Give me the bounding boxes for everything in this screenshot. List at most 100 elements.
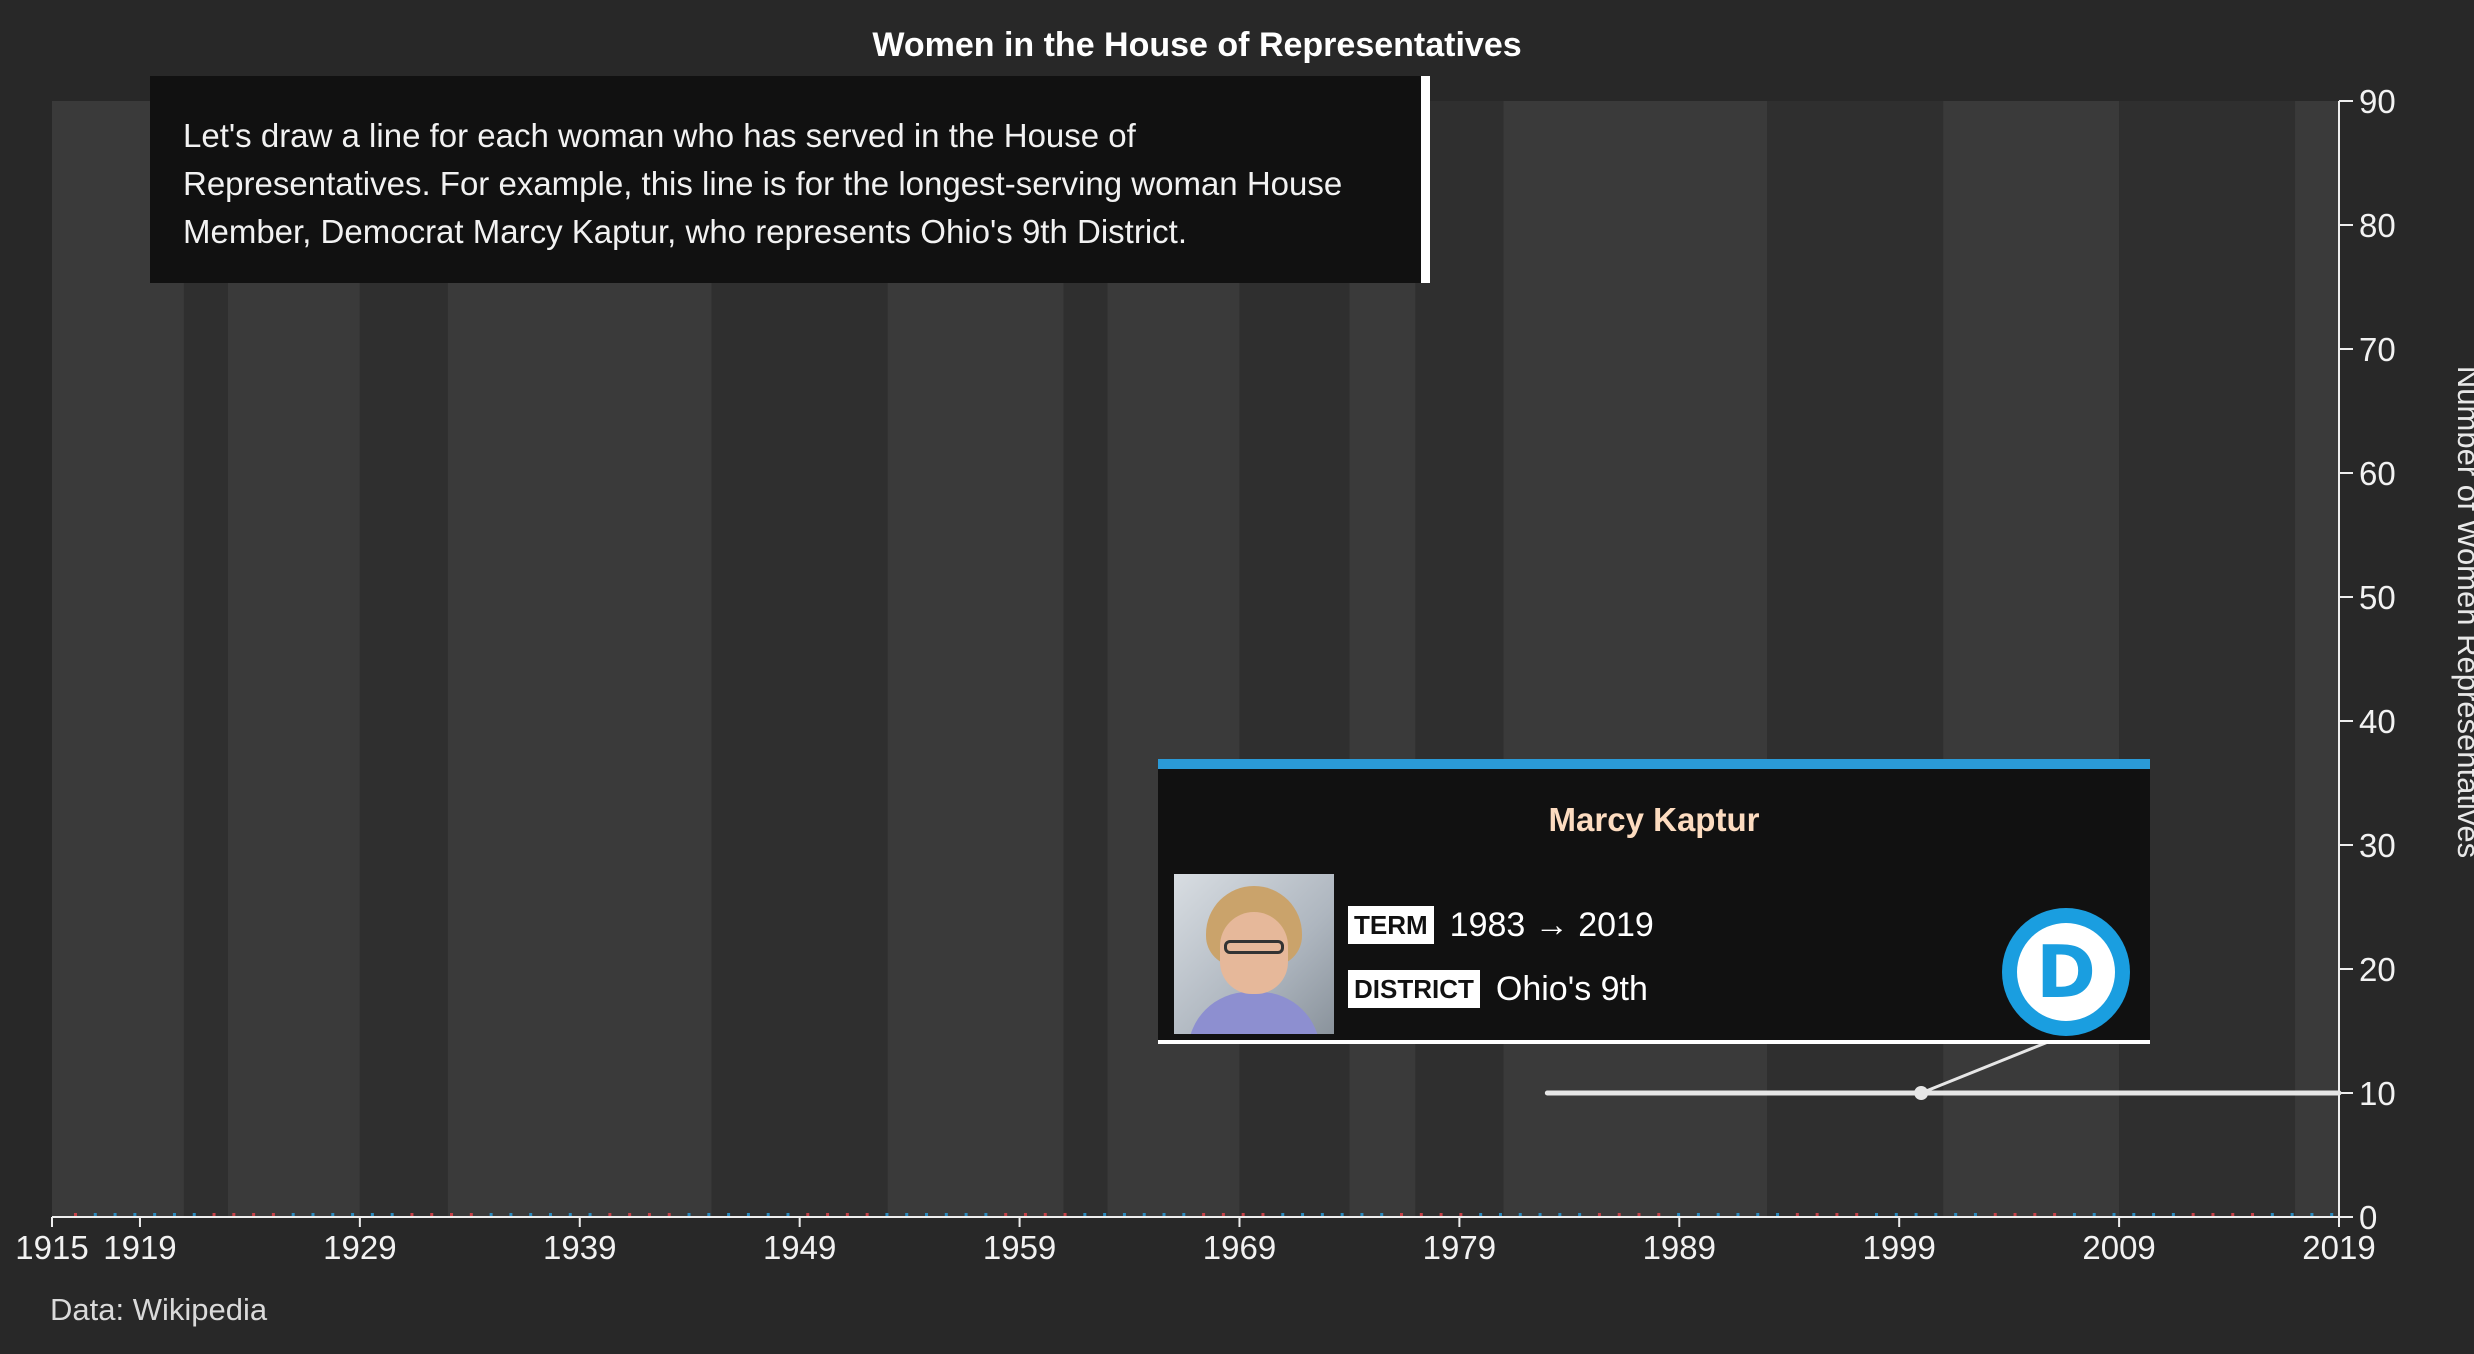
baseline-mark [1776,1213,1780,1217]
term-value: 1983 → 2019 [1449,905,1654,944]
baseline-mark [113,1213,117,1217]
baseline-mark [529,1213,533,1217]
y-tick-label: 20 [2359,951,2396,988]
x-tick-label: 1979 [1423,1229,1496,1266]
x-tick-label: 1929 [323,1229,396,1266]
y-tick-label: 40 [2359,703,2396,740]
y-tick-label: 80 [2359,207,2396,244]
baseline-mark [1696,1213,1700,1217]
tooltip-member-name: Marcy Kaptur [1548,801,1760,838]
baseline-mark [707,1213,711,1217]
x-axis: 1915 1919 1929 1939 1949 1959 1969 1979 1989 1999… [15,1216,2376,1266]
baseline-mark [1400,1213,1404,1217]
x-tick-label: 1939 [543,1229,616,1266]
baseline-mark [1736,1213,1740,1217]
chart-title: Women in the House of Representatives [872,26,1522,64]
baseline-mark [469,1213,473,1217]
baseline-mark [370,1213,374,1217]
district-label: DISTRICT [1348,970,1480,1008]
y-tick-label: 30 [2359,827,2396,864]
baseline-mark [172,1213,176,1217]
baseline-mark [1894,1213,1898,1217]
x-tick-label: 2019 [2302,1229,2375,1266]
baseline-mark [1439,1213,1443,1217]
baseline-mark [509,1213,513,1217]
period-band [711,101,888,1217]
baseline-mark [1063,1213,1067,1217]
data-source: Data: Wikipedia [50,1292,268,1327]
narration-box: Let's draw a line for each woman who has… [150,76,1430,283]
baseline-mark [410,1213,414,1217]
baseline-mark [1558,1213,1562,1217]
y-axis-label: Number of Women Representatives [2451,366,2474,858]
baseline-mark [548,1213,552,1217]
period-band [359,101,448,1217]
baseline-mark [647,1213,651,1217]
baseline-mark [1301,1213,1305,1217]
baseline-mark [964,1213,968,1217]
narration-text: Let's draw a line for each woman who has… [183,117,1343,250]
y-tick-label: 90 [2359,83,2396,120]
baseline-mark [628,1213,632,1217]
baseline-mark [1637,1213,1641,1217]
baseline-mark [390,1213,394,1217]
baseline-mark [727,1213,731,1217]
baseline-mark [1162,1213,1166,1217]
baseline-mark [944,1213,948,1217]
x-tick-label: 1919 [103,1229,176,1266]
baseline-mark [2290,1213,2294,1217]
baseline-mark [351,1213,355,1217]
baseline-mark [1677,1213,1681,1217]
baseline-mark [271,1213,275,1217]
period-band [227,101,360,1217]
baseline-mark [1716,1213,1720,1217]
baseline-mark [2053,1213,2057,1217]
baseline-marks [73,1213,2334,1217]
baseline-mark [984,1213,988,1217]
baseline-mark [1875,1213,1879,1217]
baseline-mark [766,1213,770,1217]
baseline-mark [450,1213,454,1217]
baseline-mark [1221,1213,1225,1217]
y-tick-label: 0 [2359,1199,2377,1236]
baseline-mark [133,1213,137,1217]
baseline-mark [588,1213,592,1217]
baseline-mark [925,1213,929,1217]
baseline-mark [2033,1213,2037,1217]
period-band [1503,101,1768,1217]
baseline-mark [331,1213,335,1217]
baseline-mark [1281,1213,1285,1217]
district-value: Ohio's 9th [1495,969,1648,1008]
baseline-mark [1122,1213,1126,1217]
baseline-mark [1538,1213,1542,1217]
series-layer [1544,1040,2342,1100]
baseline-mark [2112,1213,2116,1217]
baseline-mark [311,1213,315,1217]
baseline-mark [1835,1213,1839,1217]
baseline-mark [1657,1213,1661,1217]
baseline-mark [1241,1213,1245,1217]
baseline-mark [73,1213,77,1217]
baseline-mark [1023,1213,1027,1217]
baseline-mark [2191,1213,2195,1217]
x-tick-label: 1999 [1862,1229,1935,1266]
baseline-mark [1617,1213,1621,1217]
highlight-point [1914,1086,1929,1100]
baseline-mark [1578,1213,1582,1217]
y-tick-label: 10 [2359,1075,2396,1112]
baseline-mark [1083,1213,1087,1217]
baseline-mark [885,1213,889,1217]
baseline-mark [2132,1213,2136,1217]
period-band [1767,101,1944,1217]
baseline-mark [1914,1213,1918,1217]
baseline-mark [93,1213,97,1217]
baseline-mark [608,1213,612,1217]
x-tick-label: 1915 [15,1229,88,1266]
tooltip-connector [1920,1040,2049,1095]
baseline-mark [568,1213,572,1217]
baseline-mark [1815,1213,1819,1217]
period-band [183,101,228,1217]
baseline-mark [826,1213,830,1217]
period-band [2119,101,2296,1217]
baseline-mark [2310,1213,2314,1217]
